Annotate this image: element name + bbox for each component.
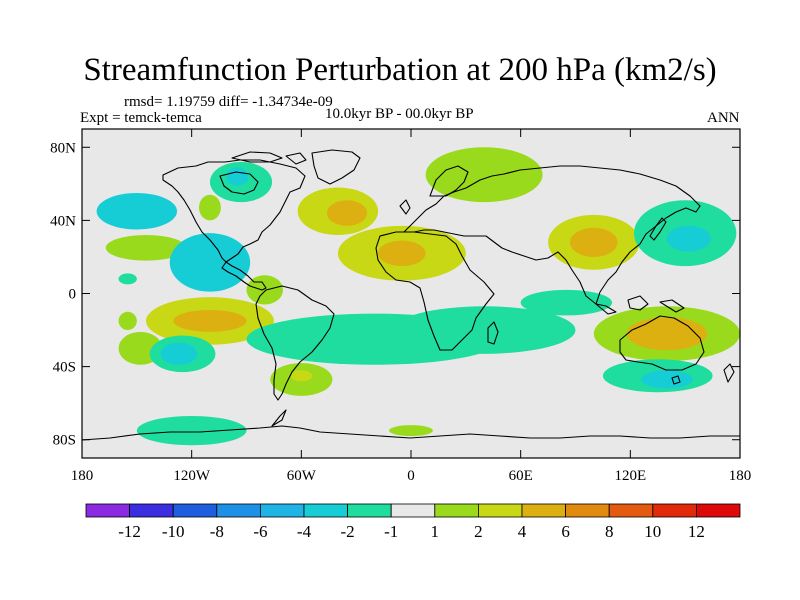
y-tick-label: 0 bbox=[69, 287, 77, 303]
colorbar-swatch bbox=[477, 503, 523, 518]
period-label: 10.0kyr BP - 00.0kyr BP bbox=[325, 106, 474, 122]
x-tick-label: 180 bbox=[71, 468, 94, 484]
colorbar-label: -6 bbox=[253, 522, 267, 541]
anomaly-region-3 bbox=[118, 273, 137, 285]
colorbar-label: 12 bbox=[688, 522, 705, 541]
x-tick-label: 180 bbox=[729, 468, 752, 484]
map-background bbox=[82, 129, 740, 458]
colorbar-swatch bbox=[172, 503, 218, 518]
x-tick-label: 60E bbox=[509, 468, 533, 484]
colorbar-label: -8 bbox=[210, 522, 224, 541]
stats-line: rmsd= 1.19759 diff= -1.34734e-09 bbox=[124, 94, 333, 110]
anomaly-region-27 bbox=[389, 425, 433, 437]
colorbar-label: 2 bbox=[474, 522, 483, 541]
plot-title: Streamfunction Perturbation at 200 hPa (… bbox=[83, 52, 717, 88]
colorbar-label: -12 bbox=[118, 522, 141, 541]
anomaly-region-16 bbox=[326, 200, 368, 226]
experiment-label: Expt = temck-temca bbox=[80, 110, 202, 126]
anomaly-region-35 bbox=[641, 370, 693, 389]
anomaly-region-0 bbox=[96, 192, 178, 230]
anomaly-region-2 bbox=[105, 235, 187, 261]
anomaly-field bbox=[96, 147, 740, 446]
coastlines bbox=[82, 149, 740, 441]
colorbar-label: -10 bbox=[162, 522, 185, 541]
x-tick-label: 120W bbox=[173, 468, 211, 484]
anomaly-region-22 bbox=[392, 306, 576, 354]
colorbar-swatch bbox=[696, 503, 741, 518]
colorbar-swatch bbox=[390, 503, 436, 518]
anomaly-region-7 bbox=[188, 251, 225, 281]
colorbar-swatch bbox=[85, 503, 130, 518]
anomaly-region-23 bbox=[520, 289, 613, 316]
colorbar-label: -4 bbox=[297, 522, 312, 541]
colorbar-swatch bbox=[129, 503, 174, 518]
colorbar-label: -1 bbox=[384, 522, 398, 541]
x-tick-label: 60W bbox=[287, 468, 317, 484]
y-tick-label: 40N bbox=[50, 213, 76, 229]
y-tick-label: 40S bbox=[53, 360, 76, 376]
anomaly-region-19 bbox=[425, 147, 543, 203]
colorbar: -12 -10 -8 -6 -4 -2 -1 1 2 4 6 8 10 12 bbox=[85, 503, 741, 541]
x-tick-label: 120E bbox=[614, 468, 646, 484]
x-tick-label: 0 bbox=[407, 468, 415, 484]
y-tick-label: 80S bbox=[53, 433, 76, 449]
colorbar-label: -2 bbox=[341, 522, 355, 541]
anomaly-region-25 bbox=[290, 370, 313, 382]
colorbar-swatch bbox=[521, 503, 566, 518]
colorbar-swatch bbox=[565, 503, 610, 518]
anomaly-region-31 bbox=[666, 225, 711, 252]
colorbar-swatch bbox=[259, 503, 305, 518]
anomaly-region-18 bbox=[378, 240, 426, 267]
colorbar-label: 1 bbox=[431, 522, 440, 541]
colorbar-label: 6 bbox=[561, 522, 570, 541]
colorbar-swatch bbox=[347, 503, 392, 518]
anomaly-region-26 bbox=[136, 415, 247, 446]
colorbar-label: 8 bbox=[605, 522, 614, 541]
colorbar-swatch bbox=[216, 503, 261, 518]
anomaly-region-29 bbox=[570, 227, 618, 257]
colorbar-swatch bbox=[652, 503, 697, 518]
anomaly-region-1 bbox=[198, 194, 221, 221]
anomaly-region-9 bbox=[173, 309, 247, 332]
colorbar-swatch bbox=[434, 503, 479, 518]
season-label: ANN bbox=[707, 110, 740, 126]
colorbar-label: 4 bbox=[518, 522, 527, 541]
anomaly-region-13 bbox=[160, 342, 198, 365]
colorbar-swatch bbox=[608, 503, 654, 518]
colorbar-label: 10 bbox=[644, 522, 661, 541]
anomaly-region-5 bbox=[226, 167, 249, 186]
y-tick-label: 80N bbox=[50, 140, 76, 156]
map-axes: 180 120W 60W 0 60E 120E 180 80N 40N 0 40S 80S bbox=[50, 129, 751, 484]
anomaly-region-10 bbox=[118, 311, 137, 331]
colorbar-swatch bbox=[303, 503, 348, 518]
